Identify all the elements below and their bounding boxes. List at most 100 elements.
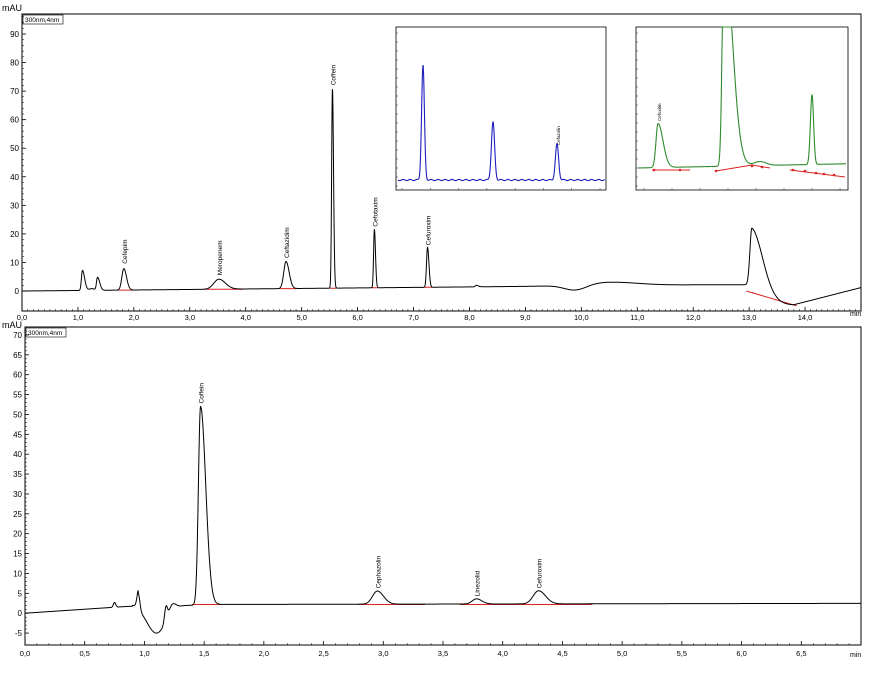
top-x-tick-label: 12,0 <box>686 313 701 322</box>
top-peak-label: Cefuroxim <box>426 216 433 246</box>
inset-right: Cefoxitin <box>635 26 849 191</box>
bottom-peak-label: Coffein <box>199 383 206 404</box>
bottom-x-tick-label: 3,0 <box>378 649 388 658</box>
top-y-tick-label: 70 <box>10 87 19 96</box>
bottom-peak-label: Linezolid <box>474 570 481 596</box>
top-detector-label: 300nm,4nm <box>25 17 59 24</box>
top-peak-label: Meropenem <box>217 241 224 276</box>
bottom-y-tick-label: 50 <box>13 410 22 419</box>
bottom-y-axis-label: mAU <box>2 320 22 330</box>
inset-right-marker <box>678 168 682 172</box>
inset-right-marker <box>750 164 754 168</box>
inset-right-ticks <box>636 32 841 190</box>
top-x-tick-label: 3,0 <box>185 313 195 322</box>
inset-left-plot: Cefazolin <box>396 32 606 190</box>
top-y-tick-label: 20 <box>10 230 19 239</box>
top-y-tick-label: 90 <box>10 30 19 39</box>
top-x-tick-label: 8,0 <box>464 313 474 322</box>
top-x-tick-label: 2,0 <box>129 313 139 322</box>
bottom-y-tick-label: 5 <box>18 589 23 598</box>
top-peak-label: Cefepim <box>122 239 129 263</box>
top-peak-labels: Cefepim Meropenem Ceftazidim Coffein Cefotax… <box>122 64 433 275</box>
bottom-x-ticks: 0,0 0,5 1,0 1,5 2,0 2,5 3,0 3,5 4,0 4,5 5,0 5,5 6,0 6… <box>20 641 850 658</box>
top-peak-label: Ceftazidim <box>284 227 291 258</box>
bottom-y-tick-label: 0 <box>18 609 23 618</box>
inset-left-frame <box>395 26 607 191</box>
bottom-y-tick-label: 25 <box>13 510 22 519</box>
bottom-x-tick-label: 6,5 <box>796 649 806 658</box>
bottom-y-tick-label: 65 <box>13 351 22 360</box>
inset-right-marker <box>822 172 826 176</box>
top-y-tick-label: 0 <box>15 287 20 296</box>
bottom-x-axis-label: min <box>850 652 861 659</box>
top-x-tick-label: 6,0 <box>352 313 362 322</box>
bottom-y-tick-label: 45 <box>13 430 22 439</box>
inset-right-markers <box>652 164 836 177</box>
inset-right-marker <box>652 168 656 172</box>
bottom-x-tick-label: 5,0 <box>617 649 627 658</box>
bottom-chromatogram-trace <box>24 405 861 634</box>
bottom-peak-label: Cefuroxim <box>537 559 544 589</box>
top-x-tick-label: 13,0 <box>742 313 757 322</box>
top-y-tick-label: 30 <box>10 201 19 210</box>
inset-right-plot: Cefoxitin <box>636 26 847 190</box>
top-x-tick-label: 10,0 <box>574 313 589 322</box>
bottom-detector-label: 300nm,4nm <box>28 330 62 337</box>
top-x-ticks: 0,0 1,0 2,0 3,0 4,0 5,0 6,0 7,0 8,0 9,0 10,0 11,0 12… <box>17 307 856 322</box>
bottom-x-tick-label: 0,5 <box>79 649 89 658</box>
inset-right-marker <box>791 168 795 172</box>
bottom-x-tick-label: 2,5 <box>318 649 328 658</box>
bottom-y-tick-label: 60 <box>13 371 22 380</box>
top-detector-box <box>22 14 64 25</box>
top-x-tick-label: 7,0 <box>408 313 418 322</box>
inset-right-trace <box>637 26 847 169</box>
bottom-x-tick-label: 2,0 <box>259 649 269 658</box>
top-integration-baseline <box>117 286 797 307</box>
inset-left-peak-label: Cefazolin <box>556 126 561 145</box>
top-x-tick-label: 14,0 <box>798 313 813 322</box>
top-y-tick-label: 50 <box>10 144 19 153</box>
top-y-tick-label: 40 <box>10 173 19 182</box>
top-x-tick-label: 1,0 <box>73 313 83 322</box>
bottom-y-tick-label: 70 <box>13 331 22 340</box>
bottom-detector-box <box>25 327 67 338</box>
bottom-y-tick-label: 15 <box>13 550 22 559</box>
inset-right-marker <box>714 169 718 173</box>
bottom-x-tick-label: 3,5 <box>438 649 448 658</box>
bottom-x-tick-label: 0,0 <box>20 649 30 658</box>
bottom-y-tick-label: 20 <box>13 530 22 539</box>
bottom-y-tick-label: 10 <box>13 569 22 578</box>
bottom-x-tick-label: 6,0 <box>736 649 746 658</box>
inset-right-marker <box>814 171 818 175</box>
top-x-tick-label: 9,0 <box>520 313 530 322</box>
bottom-y-tick-label: 40 <box>13 450 22 459</box>
bottom-plot-frame <box>24 326 862 646</box>
bottom-y-tick-label: -5 <box>15 629 23 638</box>
bottom-x-tick-label: 4,5 <box>557 649 567 658</box>
inset-left: Cefazolin <box>395 26 607 191</box>
inset-right-frame <box>635 26 849 191</box>
bottom-y-tick-label: 55 <box>13 391 22 400</box>
top-y-tick-label: 60 <box>10 116 19 125</box>
bottom-peak-labels: Coffein Cephazolin Linezolid Cefuroxim <box>199 383 544 597</box>
inset-right-marker <box>803 169 807 173</box>
top-peak-label: Cefotaxim <box>372 197 379 226</box>
bottom-y-tick-label: 30 <box>13 490 22 499</box>
inset-right-marker <box>832 173 836 177</box>
inset-left-ticks <box>396 32 601 190</box>
top-y-tick-label: 80 <box>10 59 19 68</box>
top-x-tick-label: 4,0 <box>241 313 251 322</box>
top-y-tick-label: 10 <box>10 258 19 267</box>
bottom-x-tick-label: 4,0 <box>497 649 507 658</box>
inset-left-trace <box>397 64 606 182</box>
bottom-peak-label: Cephazolin <box>375 555 382 588</box>
bottom-y-ticks: -5 0 5 10 15 20 25 30 35 40 45 50 55 60 65 70 <box>13 330 29 638</box>
top-y-ticks: 0 10 20 30 40 50 60 70 80 90 <box>10 16 26 296</box>
top-x-tick-label: 5,0 <box>296 313 306 322</box>
top-y-axis-label: mAU <box>2 3 22 13</box>
top-x-tick-label: 11,0 <box>630 313 644 322</box>
bottom-x-tick-label: 5,5 <box>677 649 687 658</box>
inset-right-peak-label: Cefoxitin <box>657 103 662 121</box>
